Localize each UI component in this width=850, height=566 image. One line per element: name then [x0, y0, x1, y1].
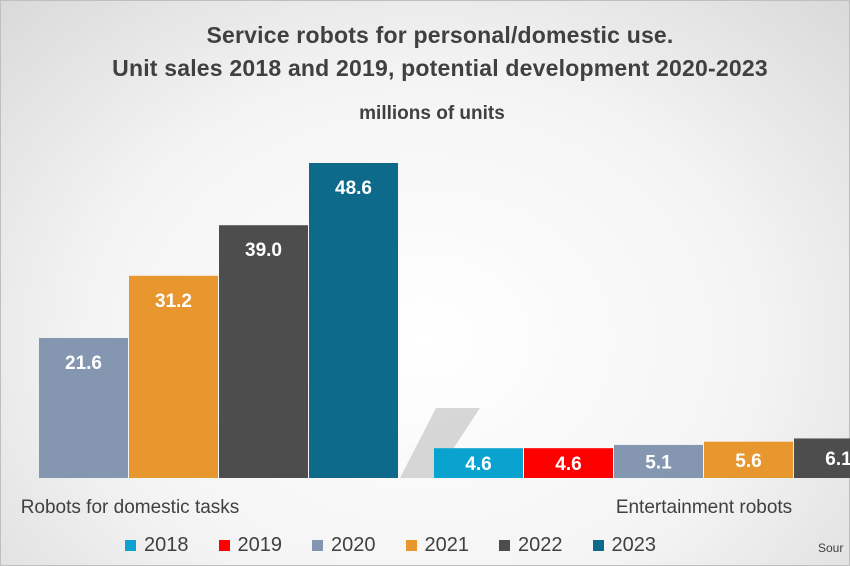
bar-domestic-2021 [129, 275, 218, 478]
data-label-entertainment-2020: 5.1 [645, 452, 672, 473]
data-label-entertainment-2018: 4.6 [465, 454, 491, 475]
chart-subtitle: millions of units [359, 103, 505, 124]
legend-swatch-2021 [405, 540, 417, 551]
data-label-domestic-2023: 48.6 [335, 178, 372, 199]
legend-label-2020: 2020 [331, 534, 376, 556]
bar-entertainment-2022 [794, 438, 850, 478]
legend-label-2022: 2022 [518, 534, 563, 556]
data-label-domestic-2020: 21.6 [65, 353, 102, 374]
legend-item-2020: 2020 [312, 534, 376, 557]
data-label-domestic-2022: 39.0 [245, 240, 282, 261]
legend-item-2021: 2021 [405, 534, 470, 557]
legend-label-2019: 2019 [237, 534, 283, 556]
legend-swatch-2022 [499, 540, 510, 551]
legend-item-2023: 2023 [592, 534, 657, 557]
data-label-entertainment-2019: 4.6 [555, 454, 581, 475]
bar-entertainment-2019 [524, 448, 613, 478]
bar-entertainment-2020 [614, 444, 703, 478]
legend-label-2018: 2018 [144, 534, 189, 556]
data-label-entertainment-2022: 6.1 [825, 449, 850, 470]
data-label-domestic-2021: 31.2 [155, 291, 192, 312]
chart-legend: 2018 2019 2020 2021 2022 2023 [125, 534, 686, 557]
legend-swatch-2020 [312, 540, 323, 551]
data-label-entertainment-2021: 5.6 [735, 451, 761, 472]
bar-entertainment-2021 [704, 441, 793, 478]
bar-entertainment-2018 [434, 448, 523, 478]
legend-swatch-2018 [125, 540, 136, 551]
category-label-domestic: Robots for domestic tasks [21, 497, 240, 518]
bar-domestic-2020 [39, 338, 128, 478]
legend-label-2021: 2021 [424, 534, 470, 556]
legend-swatch-2023 [592, 540, 604, 551]
legend-item-2022: 2022 [499, 534, 563, 557]
bar-domestic-2023 [309, 163, 398, 478]
legend-swatch-2019 [218, 540, 230, 551]
source-note: Sour [818, 541, 844, 555]
floor-shadow [400, 408, 480, 478]
category-label-entertainment: Entertainment robots [616, 497, 792, 518]
chart-title-line-2: Unit sales 2018 and 2019, potential deve… [112, 55, 768, 81]
bar-domestic-2022 [219, 225, 308, 478]
chart-title-line-1: Service robots for personal/domestic use… [206, 22, 674, 48]
legend-label-2023: 2023 [611, 534, 657, 556]
legend-item-2019: 2019 [218, 534, 283, 557]
legend-item-2018: 2018 [125, 534, 189, 557]
